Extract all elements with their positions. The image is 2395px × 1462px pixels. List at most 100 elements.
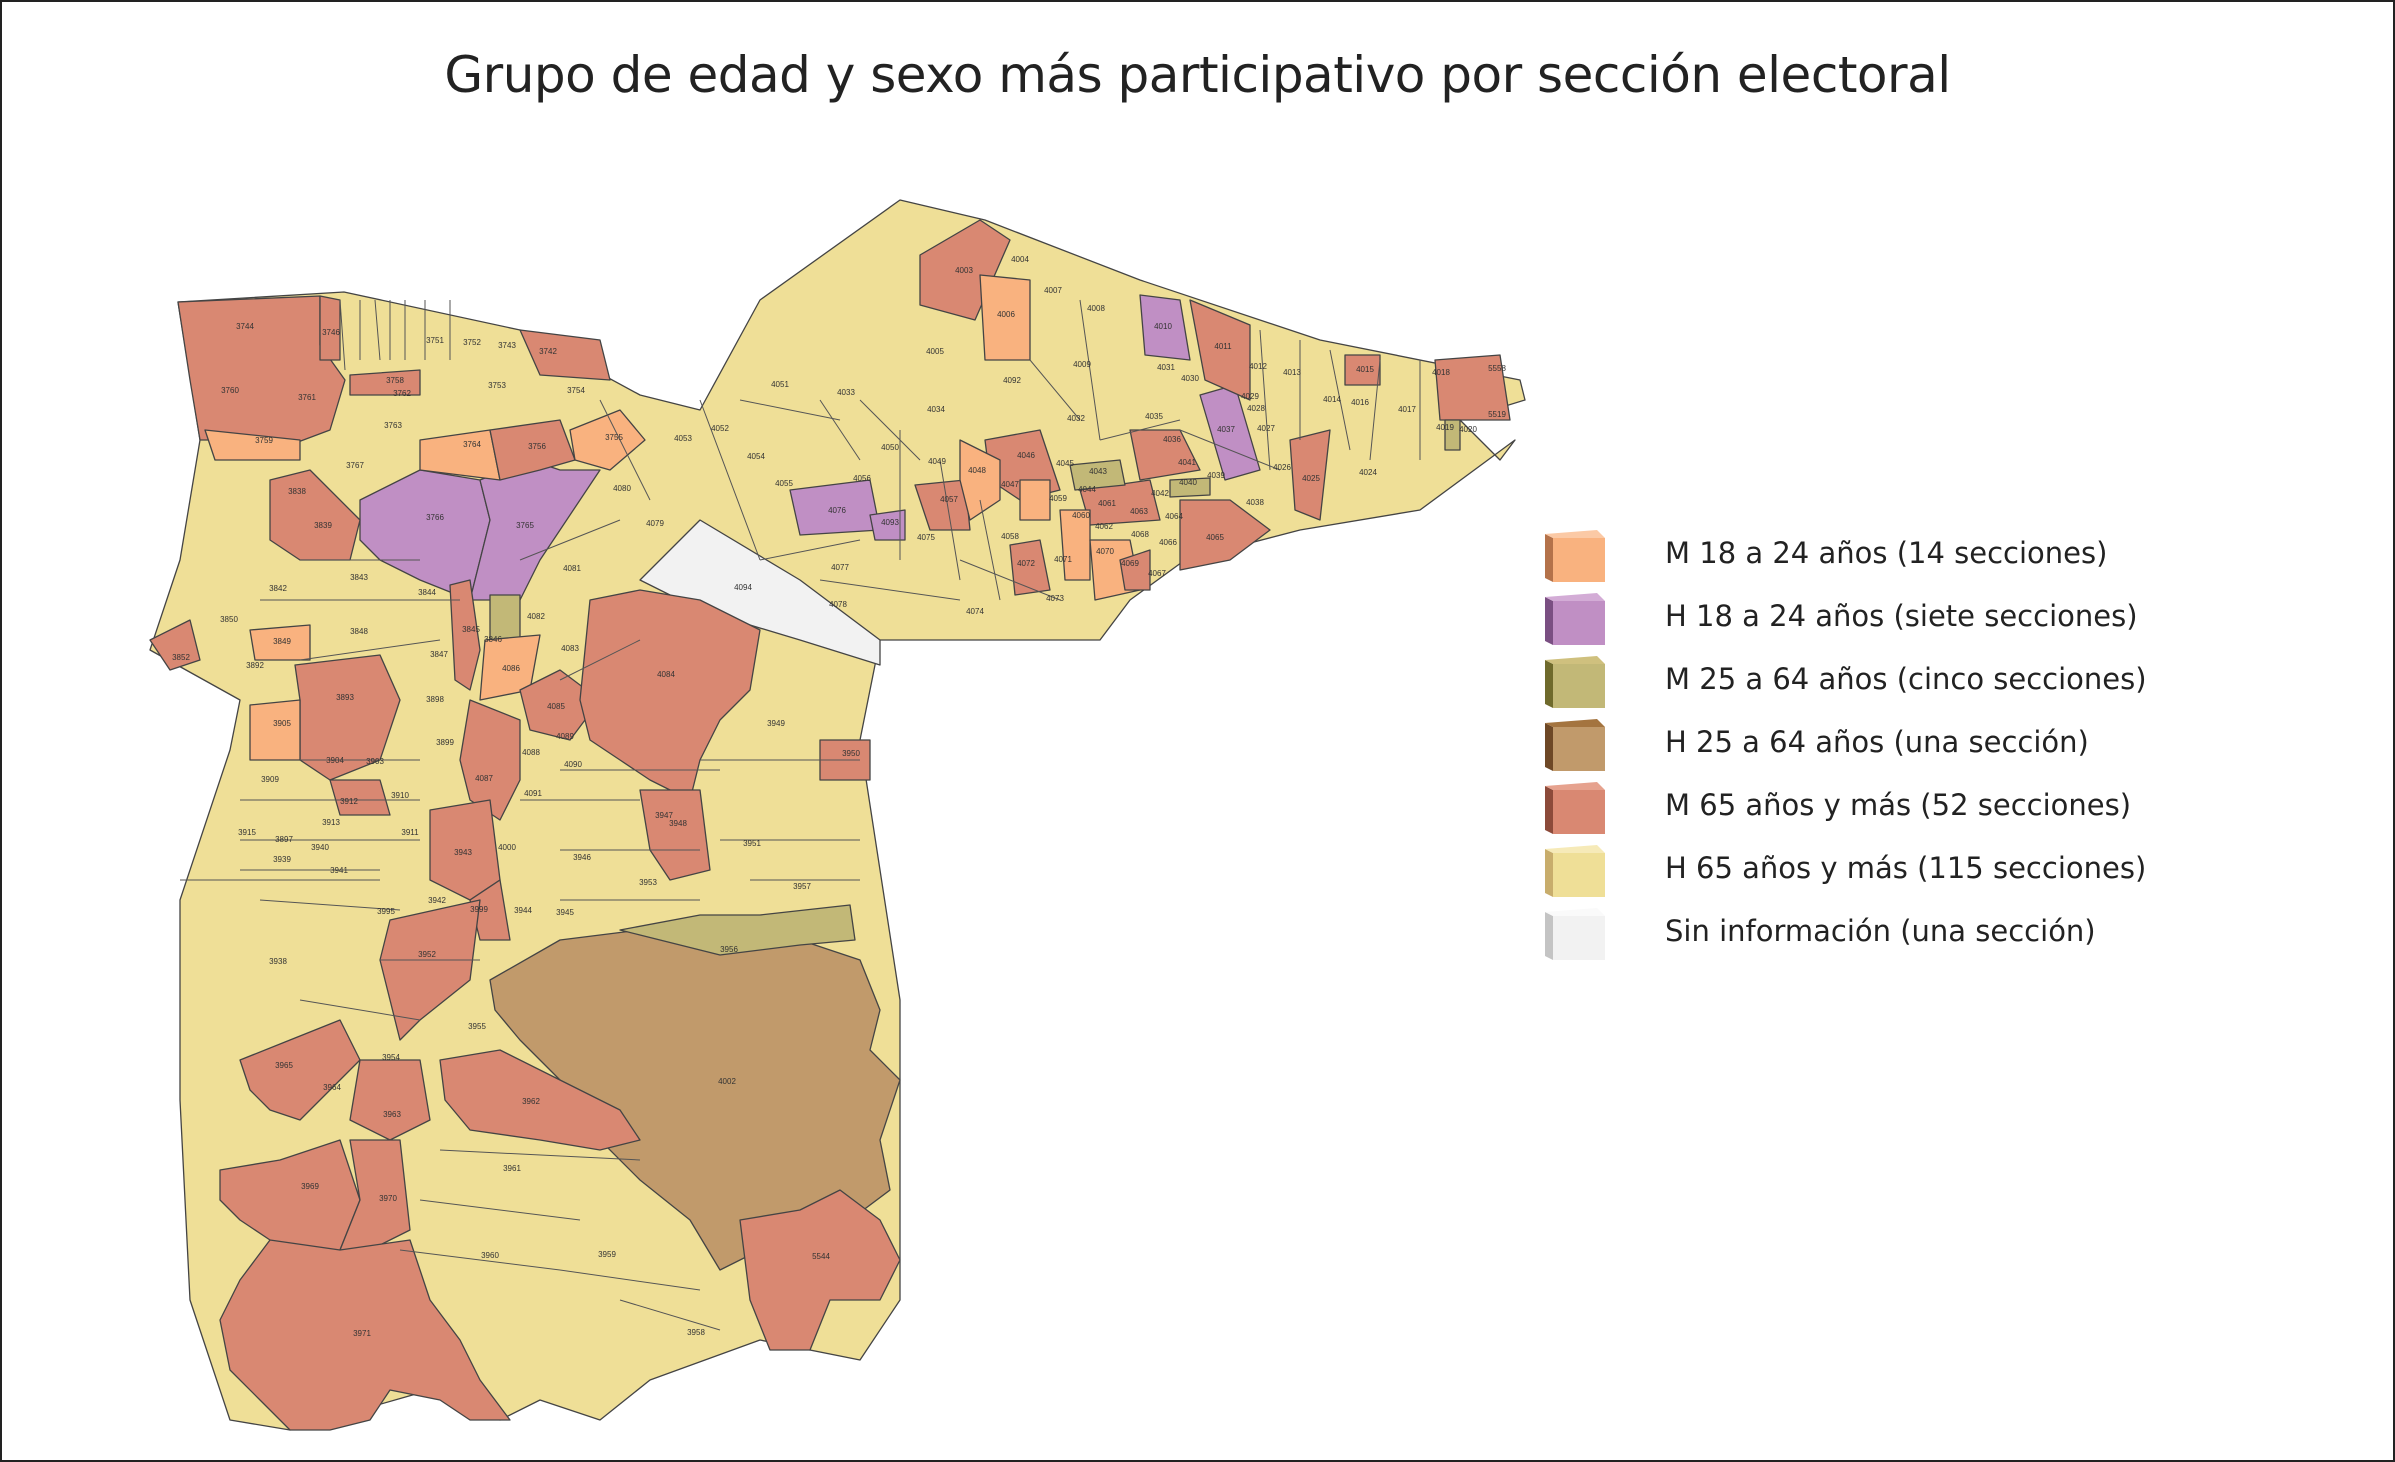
section-label: 4033 — [837, 388, 855, 397]
section-label: 3959 — [598, 1250, 616, 1259]
section-label: 3909 — [261, 775, 279, 784]
map-region — [1059, 509, 1091, 581]
map-region — [204, 429, 301, 461]
section-boundary — [399, 1249, 561, 1271]
section-label: 4003 — [955, 266, 973, 275]
section-label: 4028 — [1247, 404, 1265, 413]
section-label: 4024 — [1359, 468, 1377, 477]
section-boundary — [759, 539, 861, 561]
section-label: 4081 — [563, 564, 581, 573]
section-label: 4012 — [1249, 362, 1267, 371]
legend-item-sin-info: Sin información (una sección) — [1545, 908, 2105, 964]
section-label: 4013 — [1283, 368, 1301, 377]
legend-label-m-65: M 65 años y más (52 secciones) — [1665, 788, 2132, 822]
section-label: 3965 — [275, 1061, 293, 1070]
section-label: 4083 — [561, 644, 579, 653]
section-label: 4059 — [1049, 494, 1067, 503]
map-region — [1434, 354, 1511, 421]
section-label: 3910 — [391, 791, 409, 800]
map-region — [249, 699, 301, 761]
section-label: 3758 — [386, 376, 404, 385]
section-label: 4093 — [881, 518, 899, 527]
section-label: 3911 — [401, 828, 419, 837]
section-label: 4045 — [1056, 459, 1074, 468]
section-label: 4004 — [1011, 255, 1029, 264]
legend-label-m-18-24: M 18 a 24 años (14 secciones) — [1665, 536, 2108, 570]
legend-swatch-sin-info — [1545, 908, 1605, 960]
section-label: 3842 — [269, 584, 287, 593]
map-region — [1129, 429, 1201, 481]
section-label: 4039 — [1207, 471, 1225, 480]
section-label: 4025 — [1302, 474, 1320, 483]
section-label: 4087 — [475, 774, 493, 783]
section-label: 3951 — [743, 839, 761, 848]
section-label: 4088 — [522, 748, 540, 757]
section-label: 3938 — [269, 957, 287, 966]
section-boundary — [374, 299, 381, 361]
map-region — [739, 1189, 901, 1351]
map-region — [1019, 479, 1051, 521]
section-label: 4046 — [1017, 451, 1035, 460]
section-label: 3751 — [426, 336, 444, 345]
section-boundary — [1329, 349, 1351, 451]
section-label: 3753 — [488, 381, 506, 390]
map-region — [239, 1019, 361, 1121]
section-label: 4069 — [1121, 559, 1139, 568]
section-label: 4053 — [674, 434, 692, 443]
section-label: 4063 — [1130, 507, 1148, 516]
map-region — [1169, 477, 1211, 498]
map-region — [579, 589, 761, 801]
section-boundary — [819, 579, 961, 601]
section-boundary — [959, 559, 1061, 601]
legend-swatch-h-18-24 — [1545, 593, 1605, 645]
section-label: 3944 — [514, 906, 532, 915]
section-label: 4074 — [966, 607, 984, 616]
section-label: 4056 — [853, 474, 871, 483]
section-label: 4050 — [881, 443, 899, 452]
section-label: 3744 — [236, 322, 254, 331]
section-label: 4016 — [1351, 398, 1369, 407]
section-label: 4010 — [1154, 322, 1172, 331]
section-label: 3898 — [426, 695, 444, 704]
legend-label-h-18-24: H 18 a 24 años (siete secciones) — [1665, 599, 2138, 633]
section-boundary — [859, 399, 921, 461]
map-region — [329, 779, 391, 816]
section-boundary — [259, 899, 401, 911]
section-label: 3958 — [687, 1328, 705, 1337]
section-boundary — [1079, 299, 1101, 441]
section-label: 4052 — [711, 424, 729, 433]
section-label: 3957 — [793, 882, 811, 891]
section-label: 4015 — [1356, 365, 1374, 374]
section-label: 4042 — [1151, 489, 1169, 498]
section-boundary — [419, 1199, 581, 1221]
section-label: 4002 — [718, 1077, 736, 1086]
map-region — [1069, 459, 1126, 491]
section-label: 3999 — [470, 905, 488, 914]
section-label: 4091 — [524, 789, 542, 798]
section-label: 3942 — [428, 896, 446, 905]
section-label: 4071 — [1054, 555, 1072, 564]
section-label: 4032 — [1067, 414, 1085, 423]
section-label: 4085 — [547, 702, 565, 711]
section-label: 3964 — [323, 1083, 341, 1092]
section-label: 3897 — [275, 835, 293, 844]
section-label: 4007 — [1044, 286, 1062, 295]
section-label: 3765 — [516, 521, 534, 530]
section-label: 4082 — [527, 612, 545, 621]
map-region — [619, 904, 856, 956]
legend-swatch-m-18-24 — [1545, 530, 1605, 582]
section-boundary — [1029, 359, 1081, 421]
section-label: 3971 — [353, 1329, 371, 1338]
section-boundary — [979, 499, 1001, 601]
section-label: 3947 — [655, 811, 673, 820]
section-label: 4000 — [498, 843, 516, 852]
section-label: 3892 — [246, 661, 264, 670]
section-label: 3762 — [393, 389, 411, 398]
section-label: 3903 — [366, 757, 384, 766]
map-region — [1344, 354, 1381, 386]
map-region — [1189, 299, 1251, 401]
section-label: 3763 — [384, 421, 402, 430]
section-label: 3848 — [350, 627, 368, 636]
section-label: 3759 — [255, 436, 273, 445]
section-label: 4043 — [1089, 467, 1107, 476]
